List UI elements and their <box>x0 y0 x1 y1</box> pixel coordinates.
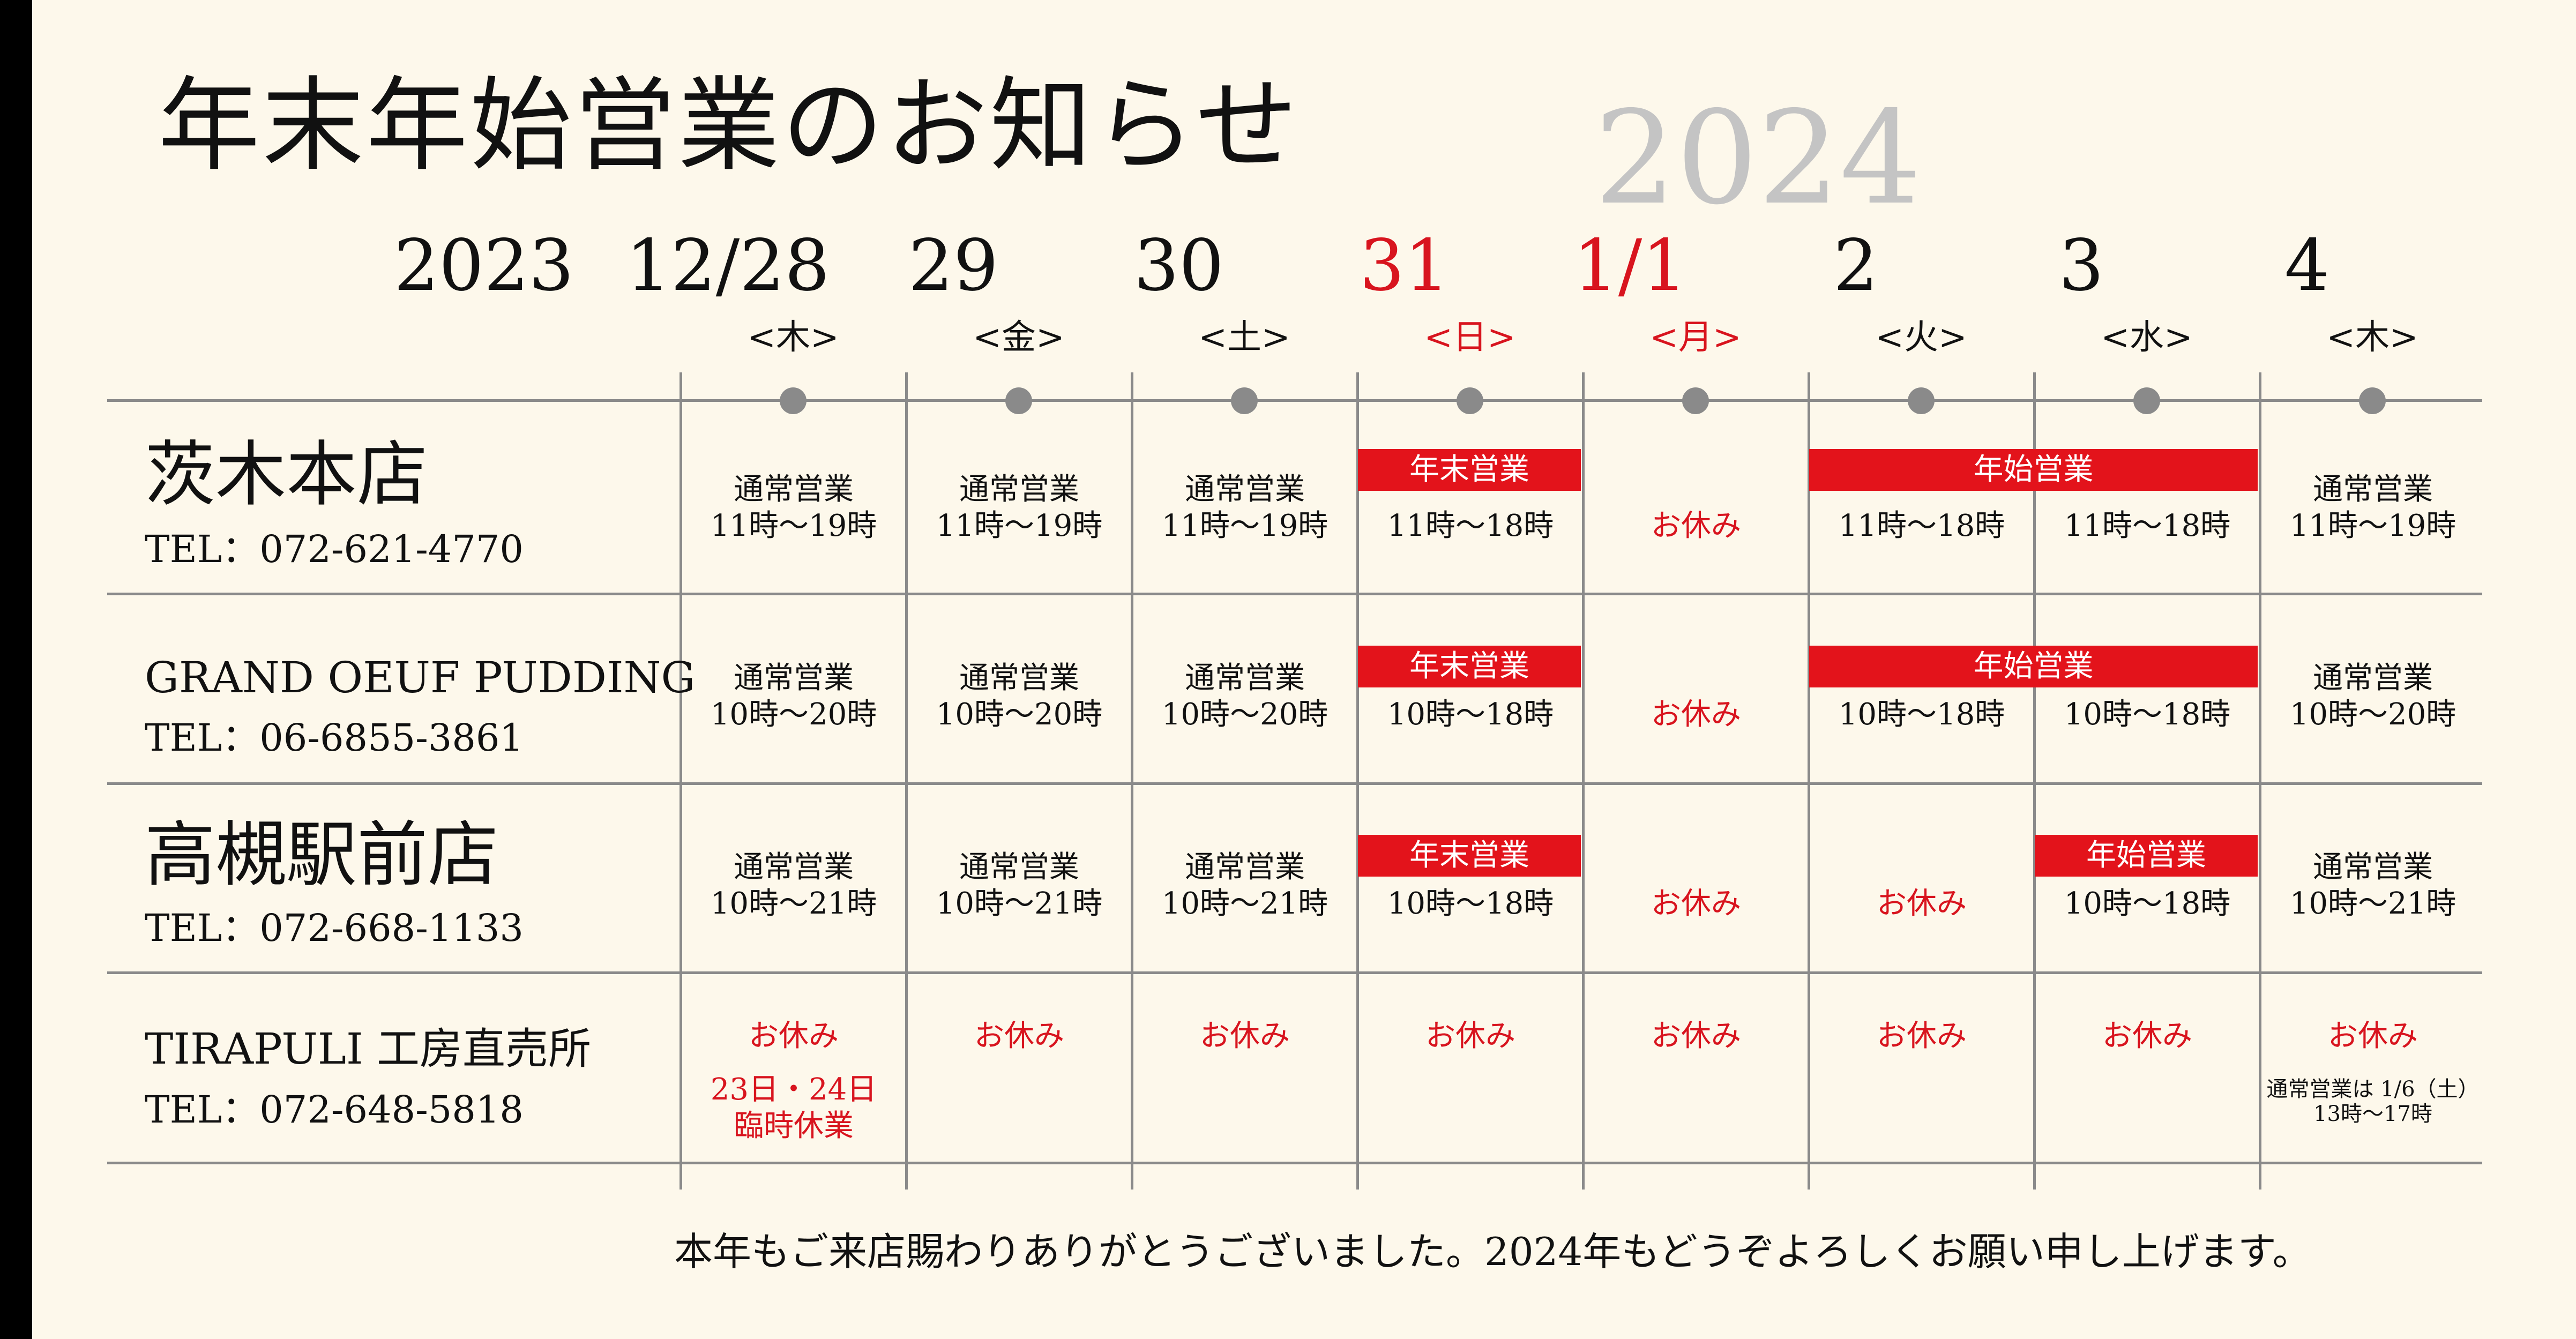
grid-line-bottom <box>107 1162 2482 1164</box>
schedule-cell: 通常営業 10時～21時 <box>1161 850 1328 921</box>
day-marker-dot <box>1231 387 1258 414</box>
schedule-cell: 10時～18時 <box>1387 886 1554 921</box>
schedule-cell: 10時～18時 <box>1838 697 2005 732</box>
closed-cell: お休み <box>1877 886 1967 921</box>
start-year-label: 2023 <box>394 225 574 307</box>
schedule-cell: 通常営業 10時～21時 <box>2289 850 2456 921</box>
schedule-cell: 通常営業 10時～21時 <box>936 850 1103 921</box>
grid-line-row3 <box>107 971 2482 974</box>
closed-cell: お休み <box>2328 1019 2418 1053</box>
closed-cell: お休み <box>1877 1019 1967 1053</box>
extra-closed-note: 23日・24日 臨時休業 <box>710 1072 877 1143</box>
day-marker-dot <box>2133 387 2160 414</box>
closed-cell: お休み <box>974 1019 1064 1053</box>
year-end-banner: 年末営業 <box>1358 449 1581 491</box>
date-header-29: 29 <box>908 225 998 307</box>
store-name-tirapuli: TIRAPULI 工房直売所 <box>145 1024 591 1074</box>
schedule-cell: 通常営業 11時～19時 <box>1161 472 1328 543</box>
closed-cell: お休み <box>1651 508 1741 543</box>
closed-cell: お休み <box>749 1019 839 1053</box>
date-header-3: 3 <box>2059 225 2104 307</box>
date-header-30: 30 <box>1134 225 1224 307</box>
closed-cell: お休み <box>1651 886 1741 921</box>
day-marker-dot <box>2359 387 2386 414</box>
grid-col-3 <box>1131 372 1133 1190</box>
closed-cell: お休み <box>1651 1019 1741 1053</box>
grid-col-8 <box>2259 372 2261 1190</box>
grid-col-6 <box>1808 372 1810 1190</box>
dow-label-thu: <木> <box>747 318 839 357</box>
dow-label-fri: <金> <box>973 318 1065 357</box>
grid-col-7 <box>2033 372 2036 1190</box>
dow-label-tue: <火> <box>1875 318 1967 357</box>
schedule-cell: 通常営業 10時～20時 <box>1161 661 1328 732</box>
resume-note: 通常営業は 1/6（土） 13時～17時 <box>2266 1077 2480 1126</box>
day-marker-dot <box>1005 387 1032 414</box>
date-header-1228: 12/28 <box>625 225 830 307</box>
footer-message: 本年もご来店賜わりありがとうございました。2024年もどうぞよろしくお願い申し上… <box>674 1229 2311 1274</box>
date-header-0101: 1/1 <box>1573 225 1688 307</box>
date-header-31: 31 <box>1360 225 1450 307</box>
day-marker-dot <box>1682 387 1709 414</box>
year-end-banner: 年末営業 <box>1358 646 1581 687</box>
dow-label-wed: <水> <box>2101 318 2193 357</box>
schedule-cell: 10時～18時 <box>1387 697 1554 732</box>
date-header-4: 4 <box>2284 225 2329 307</box>
store-tel-tirapuli: TEL：072-648-5818 <box>145 1088 524 1132</box>
day-marker-dot <box>1457 387 1483 414</box>
grid-col-4 <box>1356 372 1359 1190</box>
dow-label-sun: <日> <box>1424 318 1516 357</box>
year-end-banner: 年末営業 <box>1358 835 1581 877</box>
grid-line-row1 <box>107 593 2482 595</box>
grid-line-row2 <box>107 782 2482 785</box>
new-year-banner: 年始営業 <box>1809 449 2258 491</box>
store-name-takatsuki: 高槻駅前店 <box>145 814 498 896</box>
new-year-banner: 年始営業 <box>2035 835 2258 877</box>
schedule-cell: 11時～18時 <box>1387 508 1554 543</box>
schedule-cell: 通常営業 11時～19時 <box>710 472 877 543</box>
schedule-cell: 10時～18時 <box>2064 697 2231 732</box>
schedule-cell: 通常営業 10時～20時 <box>710 661 877 732</box>
grid-line-top <box>107 399 2482 402</box>
store-tel-ibaraki: TEL：072-621-4770 <box>145 527 524 571</box>
schedule-cell: 通常営業 10時～21時 <box>710 850 877 921</box>
date-header-2: 2 <box>1833 225 1878 307</box>
next-year-label: 2024 <box>1594 83 1922 233</box>
schedule-cell: 10時～18時 <box>2064 886 2231 921</box>
left-edge-bar <box>0 0 32 1339</box>
closed-cell: お休み <box>1200 1019 1290 1053</box>
day-marker-dot <box>780 387 807 414</box>
store-tel-takatsuki: TEL：072-668-1133 <box>145 906 524 950</box>
schedule-cell: 11時～18時 <box>1838 508 2005 543</box>
day-marker-dot <box>1908 387 1935 414</box>
store-tel-grand-oeuf: TEL：06-6855-3861 <box>145 716 524 760</box>
dow-label-thu-2: <木> <box>2326 318 2418 357</box>
dow-label-mon: <月> <box>1649 318 1742 357</box>
dow-label-sat: <土> <box>1198 318 1290 357</box>
new-year-banner: 年始営業 <box>1809 646 2258 687</box>
schedule-cell: 通常営業 10時～20時 <box>936 661 1103 732</box>
schedule-cell: 通常営業 11時～19時 <box>936 472 1103 543</box>
store-name-grand-oeuf: GRAND OEUF PUDDING <box>145 653 696 702</box>
grid-col-2 <box>905 372 908 1190</box>
grid-col-5 <box>1582 372 1585 1190</box>
page-title: 年末年始営業のお知らせ <box>158 66 1300 185</box>
closed-cell: お休み <box>2102 1019 2192 1053</box>
grid-col-1 <box>680 372 682 1190</box>
closed-cell: お休み <box>1651 697 1741 732</box>
schedule-cell: 通常営業 10時～20時 <box>2289 661 2456 732</box>
schedule-cell: 通常営業 11時～19時 <box>2289 472 2456 543</box>
store-name-ibaraki: 茨木本店 <box>145 433 428 516</box>
schedule-cell: 11時～18時 <box>2064 508 2231 543</box>
closed-cell: お休み <box>1425 1019 1515 1053</box>
